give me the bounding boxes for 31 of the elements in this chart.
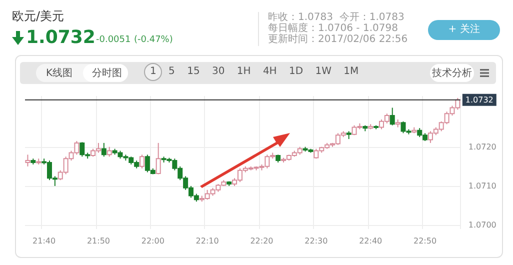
x-tick-label: 22:30 xyxy=(304,236,328,246)
text: -0.0051 xyxy=(96,35,131,45)
ref-line-label: 1.0732 xyxy=(465,95,494,104)
x-tick-label: 22:10 xyxy=(196,236,219,246)
candlestick xyxy=(140,154,145,169)
text: 每日幅度：1.0706 - 1.0798 xyxy=(268,23,399,34)
text: K线图 xyxy=(46,66,73,80)
y-tick-label: 1.0720 xyxy=(468,142,496,152)
text: 分时图 xyxy=(92,66,122,80)
y-tick-label: 1.0700 xyxy=(468,220,496,230)
candlestick xyxy=(390,107,395,126)
x-tick-label: 22:50 xyxy=(413,236,437,246)
text: 1.0732 xyxy=(26,27,96,48)
candlestick xyxy=(106,146,112,158)
chart-title: 欧元/美元 xyxy=(12,8,64,25)
x-tick-label: 22:00 xyxy=(141,236,164,246)
x-tick-label: 22:20 xyxy=(250,236,274,246)
x-tick-label: 21:40 xyxy=(32,236,56,246)
x-tick-label: 22:40 xyxy=(359,236,382,246)
text: 今开：1.0783 xyxy=(339,12,404,23)
text: (-0.47%) xyxy=(134,35,173,45)
text: 更新时间：2017/02/06 22:56 xyxy=(268,34,408,45)
y-tick-label: 1.0710 xyxy=(468,181,496,190)
text: 昨收：1.0783 xyxy=(268,12,333,23)
candlestick xyxy=(101,142,106,158)
candlestick xyxy=(25,154,30,167)
text: + 关注 xyxy=(428,20,500,40)
text: 1 5 15 30 1H 4H 1D 1W 1M xyxy=(150,66,359,77)
x-tick-label: 21:50 xyxy=(86,236,110,246)
candlestick xyxy=(156,142,161,175)
text: 技术分析 xyxy=(432,66,472,80)
